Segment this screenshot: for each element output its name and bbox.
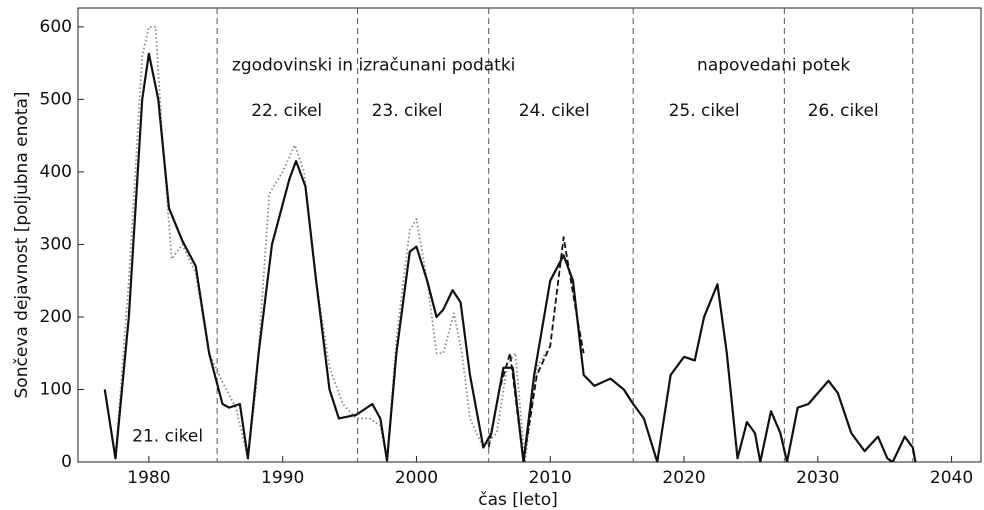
- x-tick-label: 2000: [395, 468, 438, 488]
- annotation: 25. cikel: [669, 101, 740, 121]
- annotation: zgodovinski in izračunani podatki: [232, 55, 516, 75]
- y-tick-label: 300: [40, 234, 72, 254]
- annotation: 22. cikel: [251, 101, 322, 121]
- annotation: 21. cikel: [132, 427, 203, 447]
- x-tick-label: 1990: [261, 468, 304, 488]
- x-axis-label: čas [leto]: [478, 490, 558, 510]
- series-line: [103, 25, 549, 462]
- x-tick-label: 1980: [127, 468, 170, 488]
- y-tick-label: 200: [40, 307, 72, 327]
- series-line: [487, 236, 585, 462]
- plot-frame: [77, 7, 982, 463]
- y-tick-label: 0: [61, 452, 72, 472]
- x-tick-label: 2020: [662, 468, 705, 488]
- y-tick-label: 600: [40, 17, 72, 37]
- annotation: 26. cikel: [808, 101, 879, 121]
- x-tick-label: 2010: [529, 468, 572, 488]
- annotation: 24. cikel: [519, 101, 590, 121]
- x-tick-label: 2030: [796, 468, 839, 488]
- y-tick-label: 500: [40, 89, 72, 109]
- annotation: 23. cikel: [372, 101, 443, 121]
- x-tick-label: 2040: [930, 468, 973, 488]
- y-tick-label: 400: [40, 162, 72, 182]
- annotation: napovedani potek: [697, 55, 850, 75]
- y-tick-label: 100: [40, 379, 72, 399]
- series-line: [103, 52, 917, 462]
- y-axis-label: Sončeva dejavnost [poljubna enota]: [12, 92, 32, 399]
